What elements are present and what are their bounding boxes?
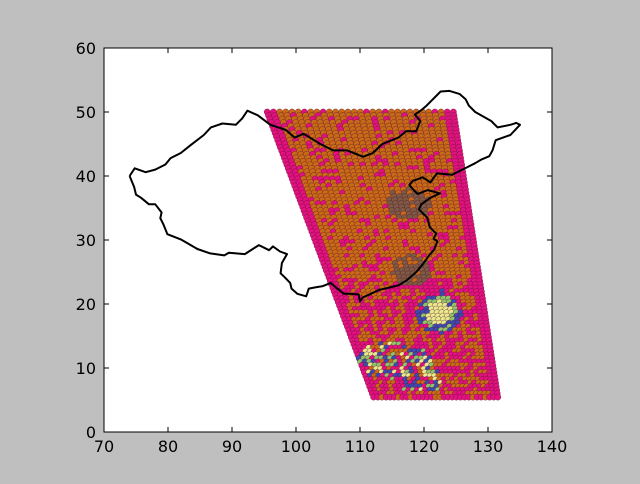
swath-point (494, 393, 502, 401)
y-tick-label: 60 (76, 39, 96, 58)
swath-markers (263, 108, 502, 401)
y-tick-label: 10 (76, 359, 96, 378)
x-tick-label: 140 (537, 437, 568, 456)
y-tick-label: 50 (76, 103, 96, 122)
x-tick-label: 90 (222, 437, 242, 456)
y-tick-label: 0 (86, 423, 96, 442)
boundary-outline (128, 89, 521, 303)
y-tick-label: 20 (76, 295, 96, 314)
x-tick-label: 130 (473, 437, 504, 456)
y-tick-label: 40 (76, 167, 96, 186)
x-tick-label: 70 (94, 437, 114, 456)
x-tick-label: 110 (345, 437, 376, 456)
x-tick-label: 80 (158, 437, 178, 456)
x-tick-label: 100 (281, 437, 312, 456)
x-tick-label: 120 (409, 437, 440, 456)
y-tick-label: 30 (76, 231, 96, 250)
